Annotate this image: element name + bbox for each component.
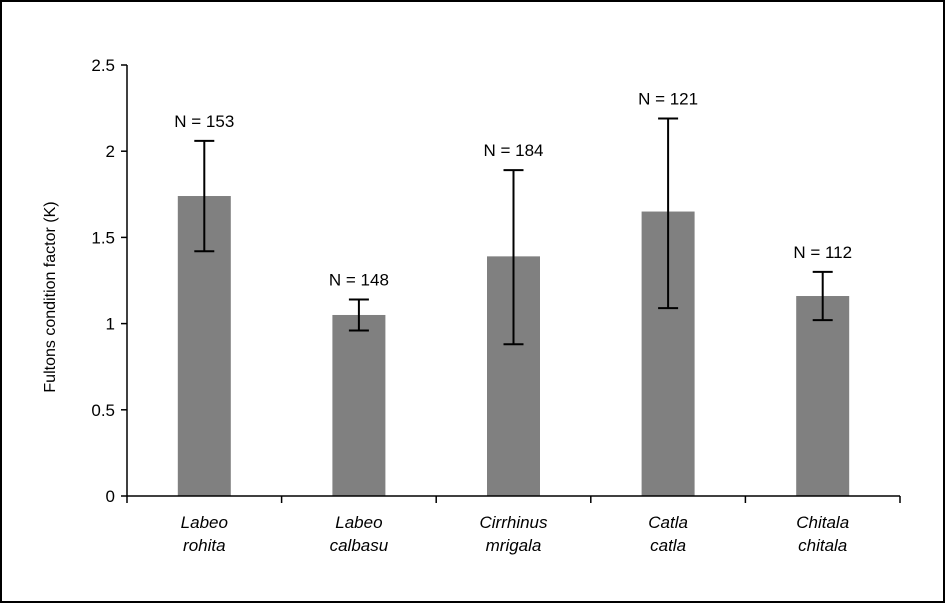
x-category-label-line2: mrigala (486, 536, 542, 555)
n-label: N = 112 (793, 243, 852, 262)
y-tick-label: 1.5 (91, 228, 115, 247)
n-label: N = 148 (329, 270, 389, 289)
bar (796, 296, 850, 496)
n-label: N = 121 (638, 89, 698, 108)
x-category-label-line1: Cirrhinus (479, 513, 548, 532)
y-tick-label: 2 (106, 142, 115, 161)
x-category-label-line2: catla (650, 536, 686, 555)
labels-layer: 0 0.5 1 1.5 2 2.5 N = 153 Labeo rohita N = 148 Lab… (91, 56, 852, 555)
y-tick-label: 1 (106, 315, 115, 334)
x-category-label-line2: chitala (798, 536, 847, 555)
bar (332, 314, 386, 496)
x-category-label-line2: calbasu (330, 536, 389, 555)
x-category-label-line1: Chitala (796, 513, 849, 532)
y-tick-label: 2.5 (91, 56, 115, 75)
x-category-label-line2: rohita (183, 536, 226, 555)
y-axis-title: Fultons condition factor (K) (42, 201, 59, 392)
x-category-label-line1: Labeo (335, 513, 382, 532)
y-tick-label: 0.5 (91, 401, 115, 420)
error-bars-layer (194, 117, 833, 346)
n-label: N = 184 (483, 141, 543, 160)
x-category-label-line1: Labeo (181, 513, 228, 532)
y-tick-label: 0 (106, 487, 115, 506)
x-category-label-line1: Catla (648, 513, 688, 532)
axes-layer (121, 64, 901, 503)
n-label: N = 153 (174, 112, 234, 131)
